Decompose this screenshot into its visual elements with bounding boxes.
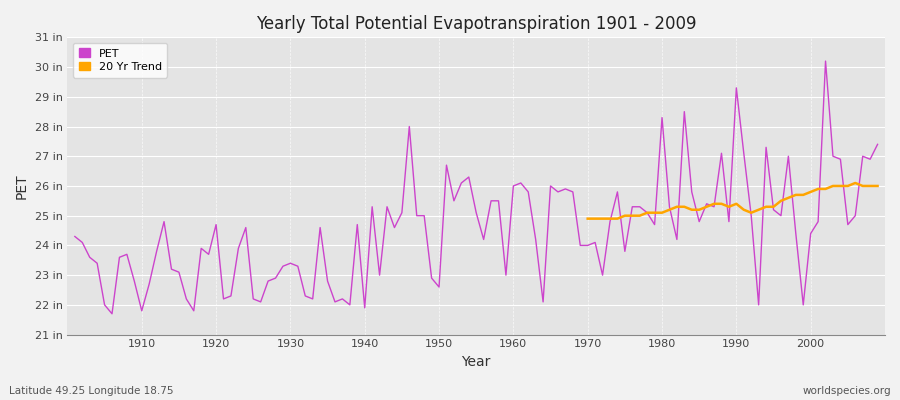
20 Yr Trend [858, 184, 868, 188]
20 Yr Trend [760, 204, 771, 209]
20 Yr Trend [813, 186, 824, 191]
PET [516, 180, 526, 185]
20 Yr Trend [634, 213, 645, 218]
PET [136, 308, 147, 313]
Title: Yearly Total Potential Evapotranspiration 1901 - 2009: Yearly Total Potential Evapotranspiratio… [256, 15, 697, 33]
PET [820, 59, 831, 64]
Y-axis label: PET: PET [15, 173, 29, 199]
20 Yr Trend [790, 192, 801, 197]
20 Yr Trend [671, 204, 682, 209]
20 Yr Trend [738, 207, 749, 212]
20 Yr Trend [872, 184, 883, 188]
20 Yr Trend [724, 204, 734, 209]
Line: 20 Yr Trend: 20 Yr Trend [588, 183, 878, 219]
20 Yr Trend [619, 213, 630, 218]
20 Yr Trend [708, 201, 719, 206]
20 Yr Trend [746, 210, 757, 215]
PET [872, 142, 883, 147]
20 Yr Trend [731, 201, 742, 206]
20 Yr Trend [701, 204, 712, 209]
20 Yr Trend [828, 184, 839, 188]
PET [345, 302, 356, 307]
20 Yr Trend [679, 204, 689, 209]
20 Yr Trend [776, 198, 787, 203]
PET [605, 219, 616, 224]
20 Yr Trend [687, 207, 698, 212]
PET [508, 184, 518, 188]
20 Yr Trend [694, 207, 705, 212]
PET [300, 294, 310, 298]
20 Yr Trend [768, 204, 778, 209]
20 Yr Trend [582, 216, 593, 221]
20 Yr Trend [605, 216, 616, 221]
20 Yr Trend [598, 216, 608, 221]
20 Yr Trend [820, 186, 831, 191]
20 Yr Trend [753, 207, 764, 212]
X-axis label: Year: Year [462, 355, 490, 369]
PET [106, 311, 117, 316]
20 Yr Trend [664, 207, 675, 212]
20 Yr Trend [590, 216, 600, 221]
20 Yr Trend [657, 210, 668, 215]
Text: Latitude 49.25 Longitude 18.75: Latitude 49.25 Longitude 18.75 [9, 386, 174, 396]
20 Yr Trend [612, 216, 623, 221]
20 Yr Trend [865, 184, 876, 188]
20 Yr Trend [835, 184, 846, 188]
20 Yr Trend [649, 210, 660, 215]
20 Yr Trend [627, 213, 638, 218]
20 Yr Trend [842, 184, 853, 188]
Text: worldspecies.org: worldspecies.org [803, 386, 891, 396]
20 Yr Trend [797, 192, 808, 197]
Legend: PET, 20 Yr Trend: PET, 20 Yr Trend [73, 43, 167, 78]
Line: PET: PET [75, 61, 878, 314]
PET [69, 234, 80, 239]
20 Yr Trend [806, 190, 816, 194]
20 Yr Trend [850, 180, 860, 185]
20 Yr Trend [642, 210, 652, 215]
20 Yr Trend [783, 196, 794, 200]
20 Yr Trend [716, 201, 727, 206]
